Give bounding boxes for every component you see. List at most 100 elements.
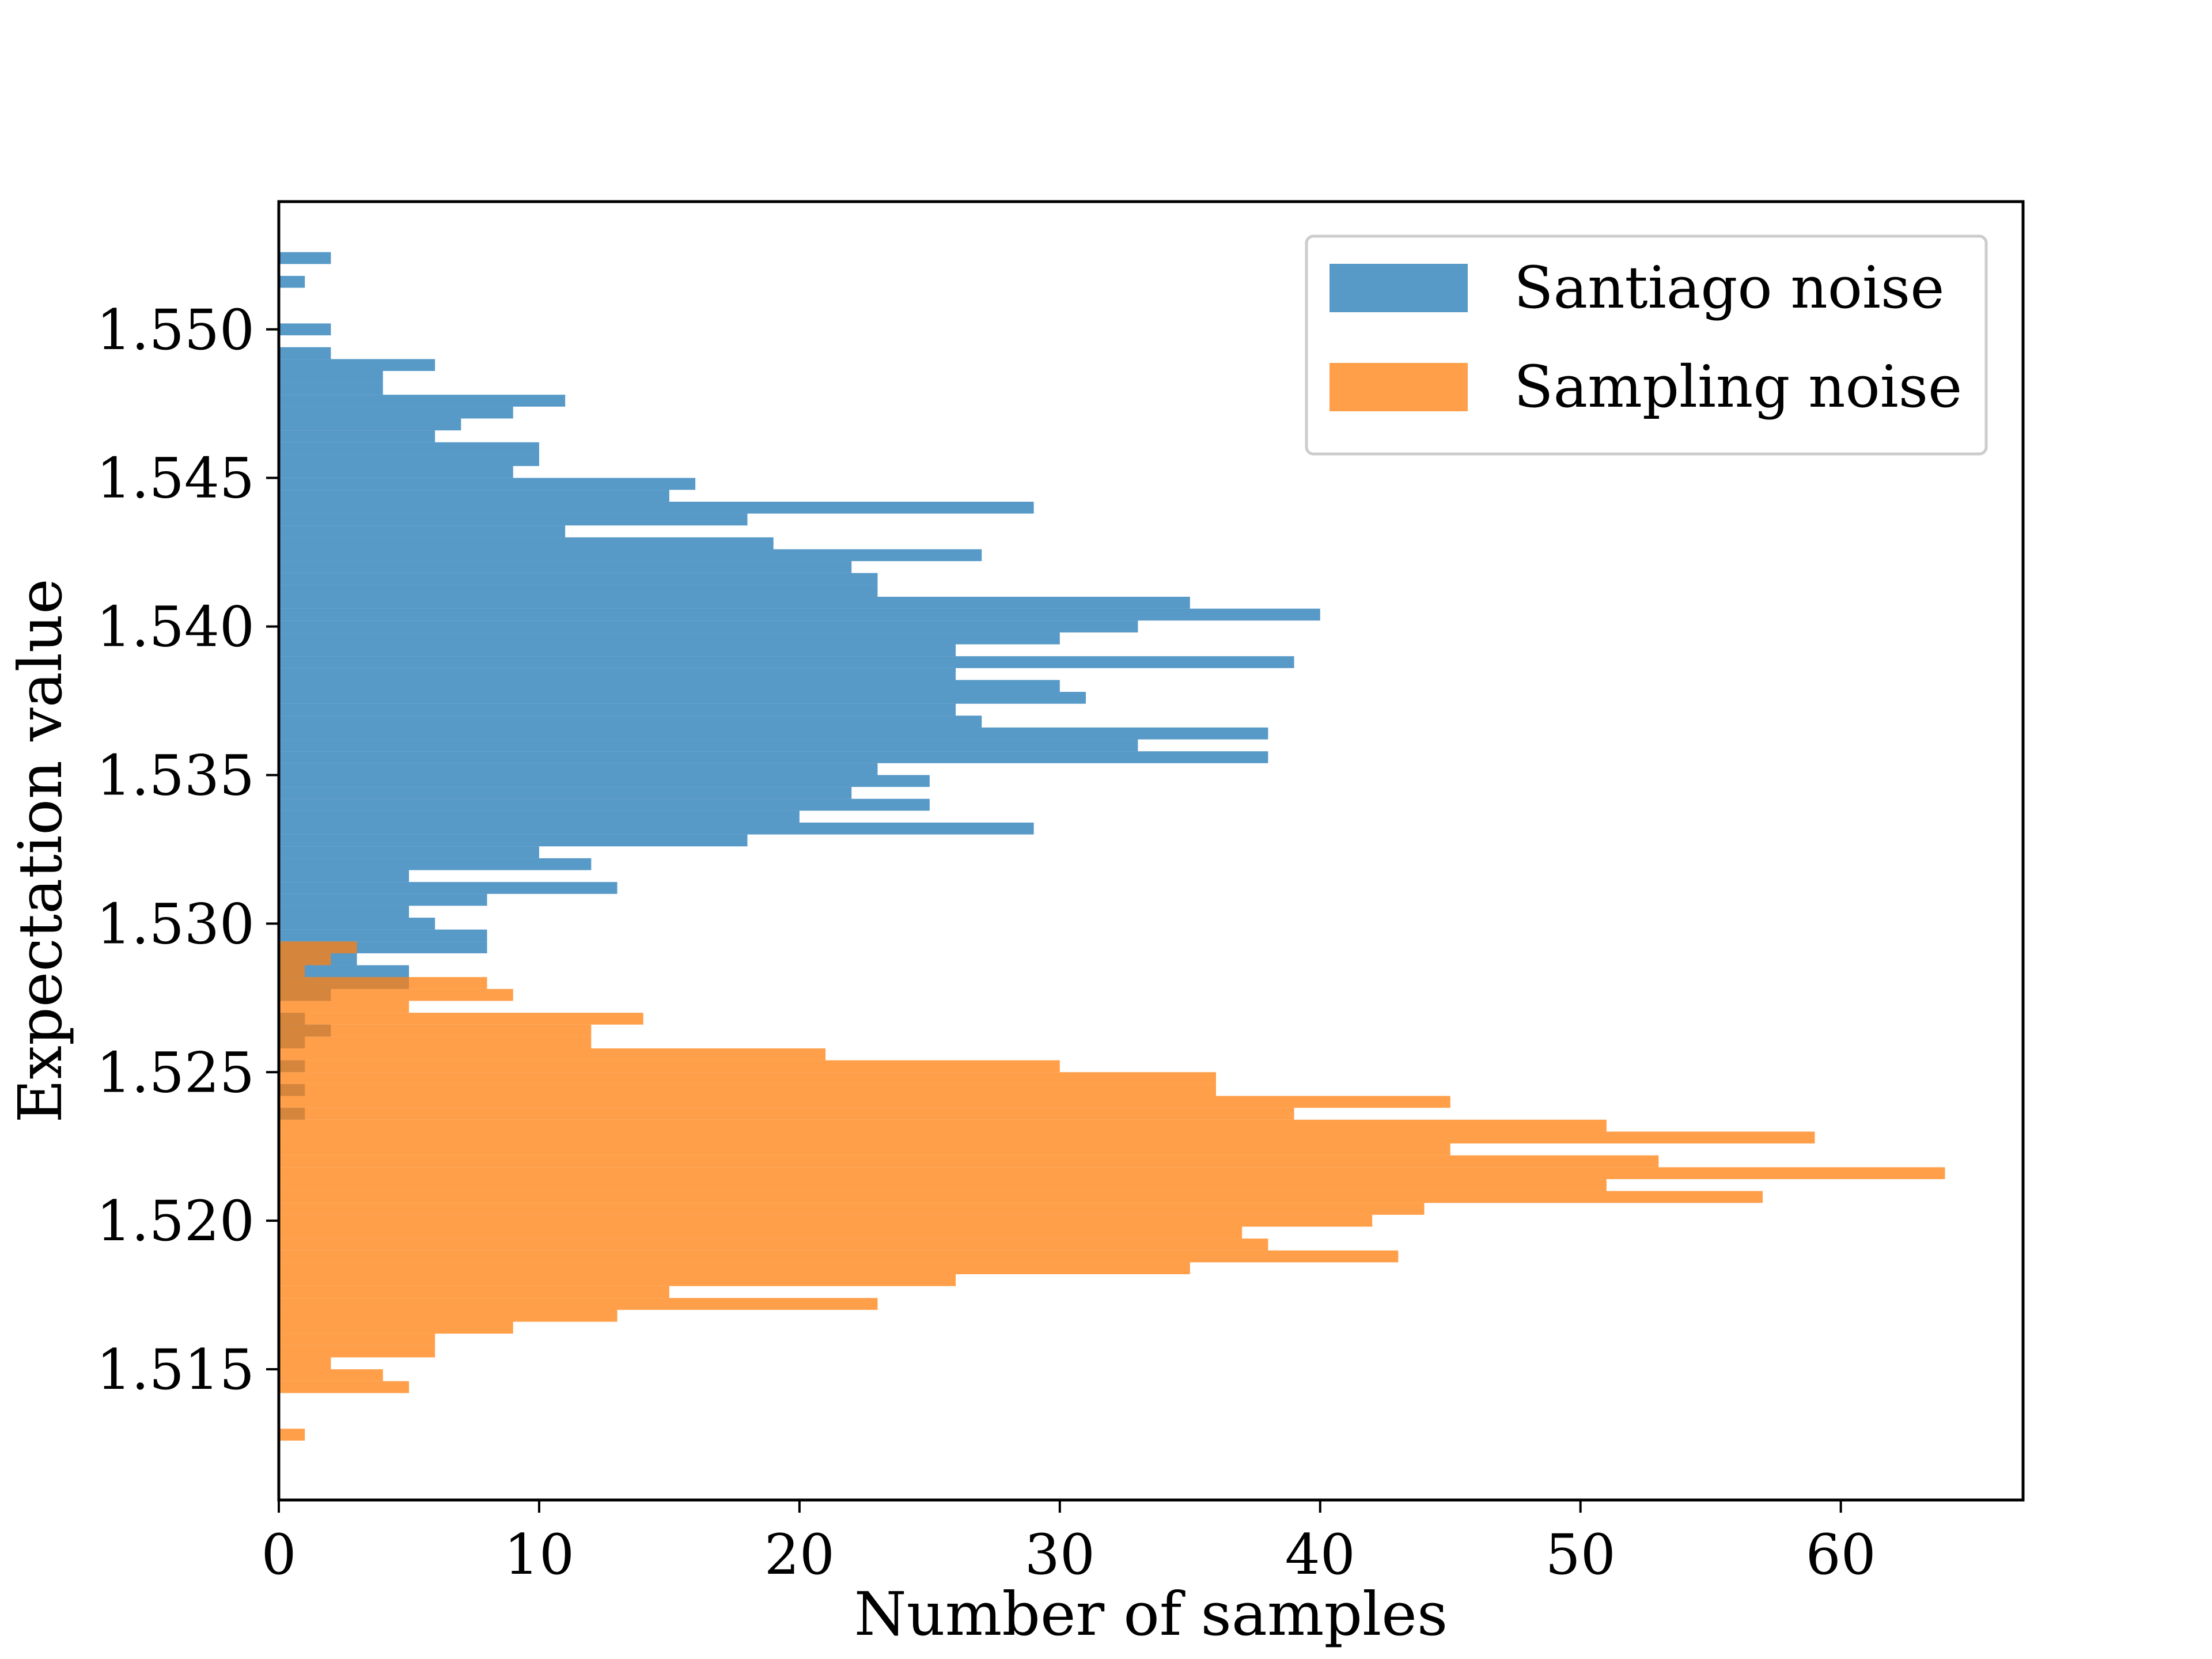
sampling-bar-8 (279, 1036, 592, 1048)
santiago-bar-24 (279, 597, 1190, 609)
x-tick-label: 60 (1806, 1522, 1876, 1587)
santiago-bar-8 (279, 406, 513, 419)
santiago-bar-51 (279, 918, 435, 930)
santiago-bar-11 (279, 442, 539, 454)
santiago-bar-27 (279, 632, 1060, 645)
santiago-bar-33 (279, 703, 956, 716)
santiago-bar-41 (279, 798, 930, 811)
santiago-bar-45 (279, 846, 539, 858)
santiago-bar-19 (279, 537, 774, 550)
y-tick-label: 1.515 (96, 1338, 255, 1402)
sampling-bar-13 (279, 1096, 1450, 1108)
sampling-bar-16 (279, 1131, 1815, 1144)
santiago-bar-13 (279, 466, 513, 478)
santiago-bar-40 (279, 787, 852, 799)
sampling-bar-36 (279, 1369, 383, 1381)
santiago-bar-10 (279, 430, 435, 442)
santiago-bar-32 (279, 692, 1086, 704)
x-tick-label: 20 (764, 1522, 835, 1587)
sampling-bar-11 (279, 1072, 1216, 1084)
santiago-bar-6 (279, 382, 383, 395)
santiago-bar-36 (279, 739, 1138, 752)
santiago-bar-21 (279, 561, 852, 573)
y-axis-label: Expectation value (5, 579, 75, 1123)
santiago-bar-37 (279, 751, 1268, 763)
sampling-bar-12 (279, 1084, 1216, 1096)
x-tick-label: 30 (1025, 1522, 1095, 1587)
y-tick-label: 1.520 (96, 1189, 255, 1253)
santiago-bar-2 (279, 323, 331, 336)
sampling-bar-28 (279, 1274, 956, 1286)
sampling-bar-27 (279, 1262, 1190, 1274)
y-tick-label: 1.545 (96, 446, 255, 511)
y-axis-ticks: 1.515 1.520 1.525 1.530 1.535 1.540 1.545 1.550 (96, 298, 279, 1402)
santiago-bar-30 (279, 668, 956, 680)
santiago-bar-44 (279, 834, 748, 847)
santiago-bar-20 (279, 549, 982, 562)
sampling-bar-18 (279, 1155, 1659, 1168)
santiago-bar-29 (279, 656, 1294, 668)
sampling-bar-17 (279, 1143, 1450, 1156)
santiago-bar-15 (279, 490, 669, 502)
sampling-bar-14 (279, 1108, 1294, 1120)
santiago-bar-9 (279, 418, 461, 431)
santiago-bar-17 (279, 513, 748, 526)
x-axis-label: Number of samples (854, 1579, 1448, 1649)
santiago-bar-50 (279, 906, 409, 918)
santiago-bar-43 (279, 823, 1034, 835)
sampling-bar-26 (279, 1250, 1399, 1263)
sampling-bar-7 (279, 1024, 592, 1037)
santiago-bar-0 (279, 252, 331, 264)
santiago-bar-5 (279, 371, 383, 383)
x-tick-label: 10 (504, 1522, 574, 1587)
legend: Santiago noise Sampling noise (1305, 234, 1988, 456)
x-axis-ticks: 0 10 20 30 40 50 60 (261, 1500, 1876, 1587)
bars-layer (279, 252, 1945, 1441)
santiago-bar-4 (279, 359, 435, 371)
sampling-bar-0 (279, 941, 357, 953)
legend-swatch-sampling (1330, 363, 1468, 411)
santiago-bar-48 (279, 882, 618, 894)
sampling-bar-9 (279, 1048, 826, 1060)
santiago-bar-18 (279, 525, 566, 537)
santiago-bar-49 (279, 893, 487, 906)
sampling-bar-19 (279, 1167, 1945, 1179)
sampling-bar-32 (279, 1321, 513, 1334)
sampling-bar-24 (279, 1226, 1243, 1239)
santiago-bar-12 (279, 454, 539, 467)
y-tick-label: 1.525 (96, 1040, 255, 1105)
santiago-bar-7 (279, 395, 566, 407)
santiago-bar-35 (279, 727, 1268, 740)
sampling-bar-10 (279, 1060, 1060, 1073)
santiago-bar-55 (279, 965, 409, 978)
santiago-bar-23 (279, 585, 878, 597)
legend-box (1305, 234, 1988, 456)
sampling-bar-31 (279, 1309, 618, 1322)
sampling-bar-23 (279, 1214, 1373, 1227)
plot-frame (277, 200, 2025, 1502)
sampling-bar-25 (279, 1238, 1268, 1251)
santiago-bar-3 (279, 347, 331, 359)
santiago-bar-26 (279, 620, 1138, 632)
sampling-bar-29 (279, 1286, 669, 1298)
y-tick-label: 1.530 (96, 892, 255, 956)
santiago-bar-34 (279, 715, 982, 728)
santiago-bar-38 (279, 763, 878, 775)
y-tick-label: 1.535 (96, 743, 255, 808)
santiago-bar-39 (279, 775, 930, 787)
sampling-bar-2 (279, 965, 305, 978)
x-tick-label: 50 (1546, 1522, 1616, 1587)
x-tick-label: 40 (1285, 1522, 1355, 1587)
sampling-bar-37 (279, 1381, 409, 1393)
santiago-bar-47 (279, 870, 409, 882)
santiago-bar-31 (279, 680, 1060, 692)
sampling-bar-6 (279, 1013, 643, 1025)
santiago-bar-25 (279, 608, 1320, 621)
sampling-bar-34 (279, 1345, 435, 1358)
sampling-bar-30 (279, 1298, 878, 1310)
sampling-bar-21 (279, 1191, 1763, 1203)
sampling-bar-1 (279, 953, 331, 965)
santiago-bar-14 (279, 478, 696, 490)
sampling-bar-33 (279, 1334, 435, 1346)
